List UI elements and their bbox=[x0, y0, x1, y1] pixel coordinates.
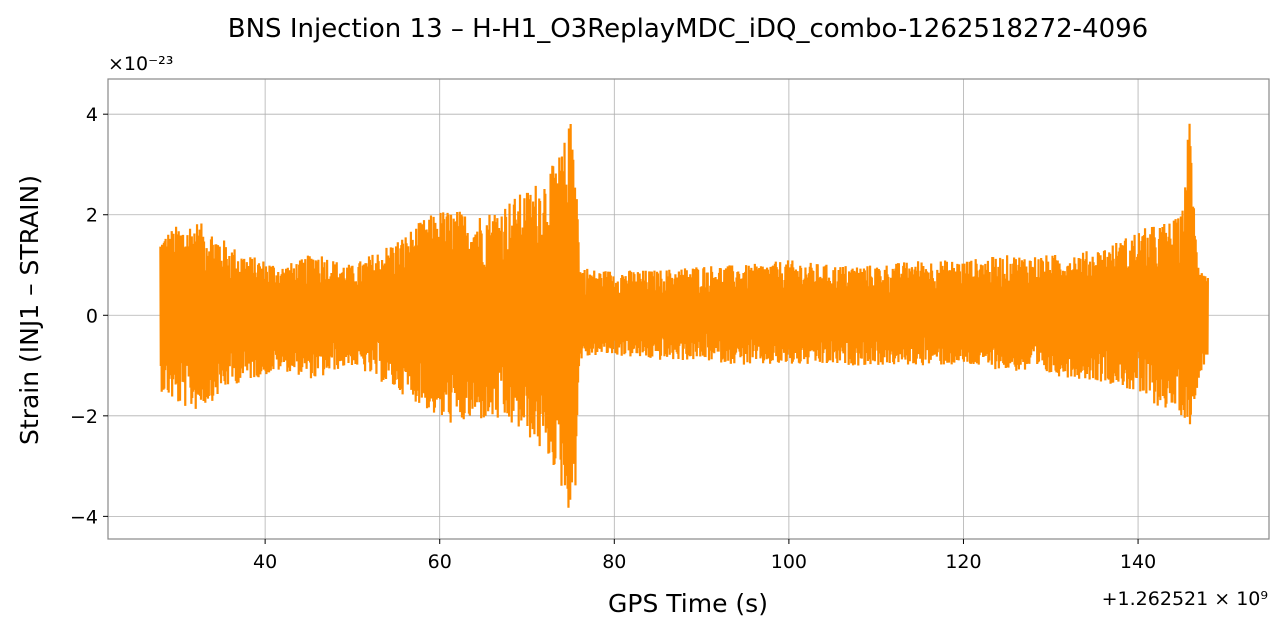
x-tick-label: 120 bbox=[945, 551, 981, 573]
x-tick-label: 140 bbox=[1120, 551, 1156, 573]
y-tick-label: 0 bbox=[86, 305, 98, 327]
axis-ticks: 40 60 80 100 120 140 −4 −2 0 2 4 bbox=[70, 104, 1156, 573]
x-tick-label: 60 bbox=[428, 551, 452, 573]
x-tick-label: 40 bbox=[253, 551, 277, 573]
y-tick-label: 4 bbox=[86, 104, 98, 126]
y-tick-label: −4 bbox=[70, 506, 98, 528]
y-tick-label: 2 bbox=[86, 205, 98, 227]
strain-series bbox=[159, 123, 1209, 508]
x-axis-label: GPS Time (s) bbox=[608, 589, 768, 618]
x-tick-label: 100 bbox=[771, 551, 807, 573]
strain-series-line bbox=[159, 123, 1209, 508]
x-tick-label: 80 bbox=[602, 551, 626, 573]
x-offset-label: +1.262521 × 10⁹ bbox=[1102, 588, 1268, 610]
chart-title: BNS Injection 13 – H-H1_O3ReplayMDC_iDQ_… bbox=[228, 14, 1148, 44]
y-tick-label: −2 bbox=[70, 406, 98, 428]
strain-series-core bbox=[160, 240, 1208, 386]
y-axis-label: Strain (INJ1 – STRAIN) bbox=[15, 175, 44, 445]
y-scale-label: ×10⁻²³ bbox=[108, 53, 173, 75]
plot-frame bbox=[107, 78, 1270, 540]
